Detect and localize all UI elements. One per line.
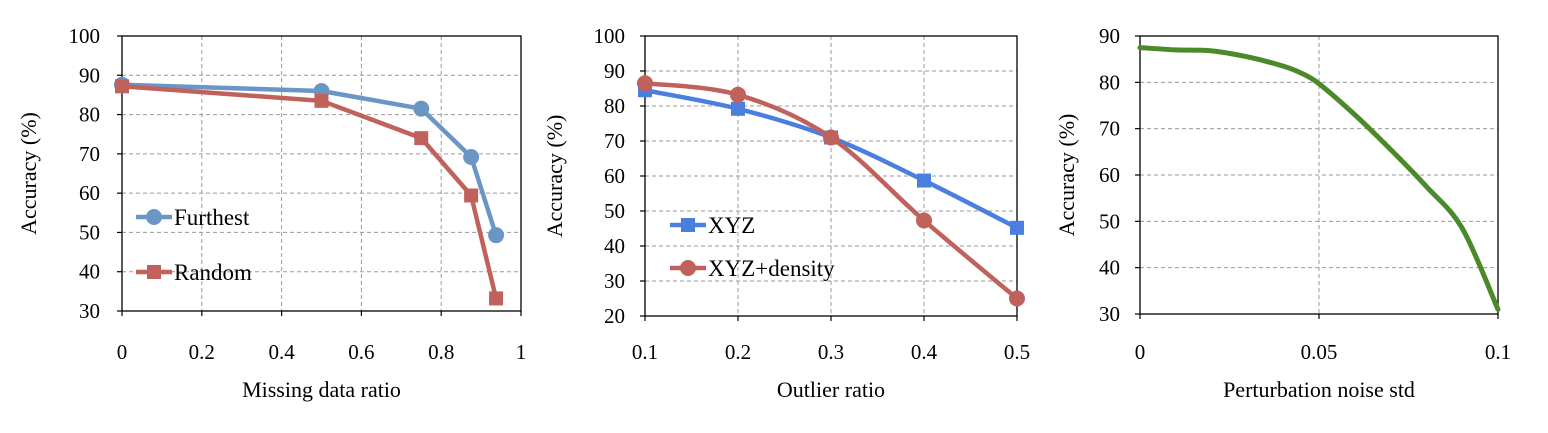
legend-label: XYZ xyxy=(708,213,755,238)
plot-frame xyxy=(121,35,522,312)
data-point xyxy=(488,227,505,244)
data-point xyxy=(1009,290,1025,307)
x-tick-label: 0.1 xyxy=(632,340,658,364)
y-tick-label: 60 xyxy=(79,181,100,205)
y-tick-label: 20 xyxy=(604,304,625,328)
y-tick-label: 50 xyxy=(604,199,625,223)
data-point xyxy=(115,79,129,94)
data-point xyxy=(414,131,429,146)
x-axis-label: Outlier ratio xyxy=(777,377,885,402)
chart-2: 20 30 40 50 60 70 80 90 100 0.1 0.2 0.3 0.4 0.5 Outlie… xyxy=(542,24,1030,402)
y-tick-label: 60 xyxy=(604,164,625,188)
y-tick-label: 70 xyxy=(79,142,100,166)
y-tick-label: 80 xyxy=(1099,70,1120,94)
y-tick-label: 70 xyxy=(1099,117,1120,141)
y-tick-label: 90 xyxy=(604,59,625,83)
legend-marker xyxy=(146,209,162,225)
series-xyz-density xyxy=(637,75,1025,307)
y-tick-label: 60 xyxy=(1099,163,1120,187)
x-tick-label: 0.1 xyxy=(1485,340,1511,364)
y-tick-label: 70 xyxy=(604,129,625,153)
y-tick-label: 30 xyxy=(79,299,100,323)
y-tick-label: 50 xyxy=(1099,209,1120,233)
x-tick-label: 0.4 xyxy=(911,340,938,364)
y-tick-label: 100 xyxy=(69,24,101,48)
data-point xyxy=(731,101,745,116)
data-point xyxy=(1010,220,1024,235)
data-point xyxy=(489,291,504,306)
series-1 xyxy=(1137,45,1501,312)
legend: Furthest Random xyxy=(136,205,252,285)
y-tick-label: 90 xyxy=(1099,24,1120,48)
y-tick-label: 90 xyxy=(79,63,100,87)
x-tick-label: 0.05 xyxy=(1301,340,1338,364)
legend-label: Random xyxy=(174,260,252,285)
x-tick-label: 0 xyxy=(1135,340,1146,364)
series-random xyxy=(115,79,504,306)
legend-marker xyxy=(147,265,161,279)
y-tick-label: 80 xyxy=(604,94,625,118)
legend-label: Furthest xyxy=(174,205,250,230)
y-tick-label: 40 xyxy=(1099,256,1120,280)
x-tick-label: 0.4 xyxy=(268,340,295,364)
x-tick-label: 0.6 xyxy=(348,340,374,364)
chart-1: 30 40 50 60 70 80 90 100 0 0.2 0.4 0.6 0.8 1 Missing d… xyxy=(16,24,526,402)
x-tick-label: 0.3 xyxy=(818,340,844,364)
data-point xyxy=(917,173,931,188)
y-tick-label: 30 xyxy=(604,269,625,293)
chart-3: 30 40 50 60 70 80 90 0 0.05 0.1 Perturbation noise… xyxy=(1054,24,1511,402)
y-axis-label: Accuracy (%) xyxy=(16,112,41,235)
data-point xyxy=(823,129,839,146)
legend-marker xyxy=(680,260,696,276)
data-point xyxy=(637,75,653,92)
x-tick-label: 0.2 xyxy=(189,340,215,364)
x-axis-label: Missing data ratio xyxy=(242,377,401,402)
y-tick-label: 40 xyxy=(604,234,625,258)
y-tick-label: 100 xyxy=(594,24,626,48)
y-tick-label: 40 xyxy=(79,260,100,284)
y-tick-label: 30 xyxy=(1099,302,1120,326)
data-point xyxy=(413,100,430,117)
x-tick-label: 0.5 xyxy=(1004,340,1030,364)
legend-marker xyxy=(681,218,695,232)
data-point xyxy=(314,93,329,108)
data-point xyxy=(916,212,932,229)
y-axis-label: Accuracy (%) xyxy=(542,115,567,238)
x-axis-label: Perturbation noise std xyxy=(1223,377,1415,402)
x-tick-label: 0.2 xyxy=(725,340,751,364)
series-line xyxy=(1137,45,1501,312)
x-tick-label: 0 xyxy=(117,340,128,364)
data-point xyxy=(464,188,479,203)
legend: XYZ XYZ+density xyxy=(670,213,835,281)
data-point xyxy=(730,86,746,103)
y-tick-label: 50 xyxy=(79,220,100,244)
data-point xyxy=(463,149,480,165)
x-tick-label: 1 xyxy=(516,340,527,364)
y-axis-label: Accuracy (%) xyxy=(1054,114,1079,237)
legend-label: XYZ+density xyxy=(708,256,835,281)
y-tick-label: 80 xyxy=(79,103,100,127)
x-tick-label: 0.8 xyxy=(428,340,454,364)
